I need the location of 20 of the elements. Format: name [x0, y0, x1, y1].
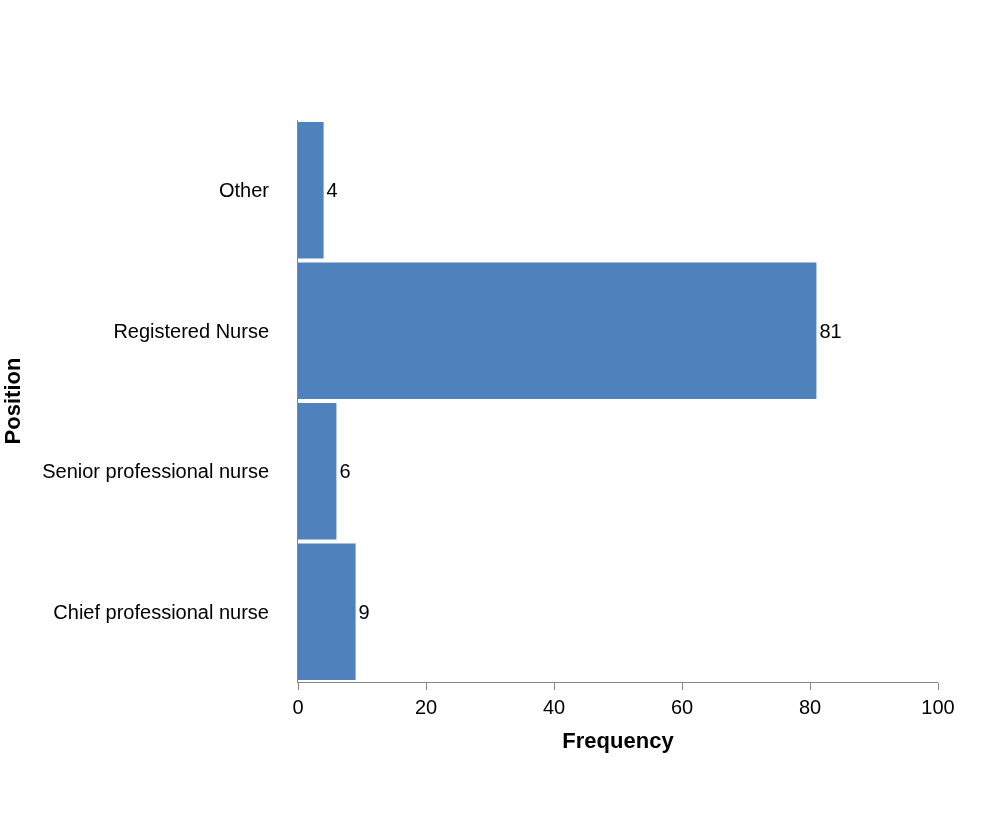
- x-tick-label: 80: [798, 696, 822, 718]
- data-label: 6: [339, 460, 351, 483]
- y-tick-label: Chief professional nurse: [53, 600, 269, 623]
- y-tick-label: Registered Nurse: [113, 319, 269, 342]
- x-axis-title: Frequency: [562, 727, 675, 753]
- x-tick-label: 60: [670, 696, 694, 718]
- bar: [298, 403, 337, 540]
- x-tick-label: 20: [414, 696, 438, 718]
- y-axis-title: Position: [0, 357, 25, 445]
- y-tick-label: Senior professional nurse: [42, 460, 269, 483]
- bar: [298, 122, 324, 259]
- data-label: 4: [326, 179, 338, 202]
- data-label: 9: [358, 600, 370, 623]
- bar: [298, 262, 817, 399]
- data-label: 81: [819, 319, 842, 342]
- x-tick-label: 0: [292, 696, 304, 718]
- x-tick-label: 40: [542, 696, 566, 718]
- y-tick-label: Other: [218, 179, 270, 202]
- bar: [298, 543, 356, 680]
- x-tick-label: 100: [921, 696, 955, 718]
